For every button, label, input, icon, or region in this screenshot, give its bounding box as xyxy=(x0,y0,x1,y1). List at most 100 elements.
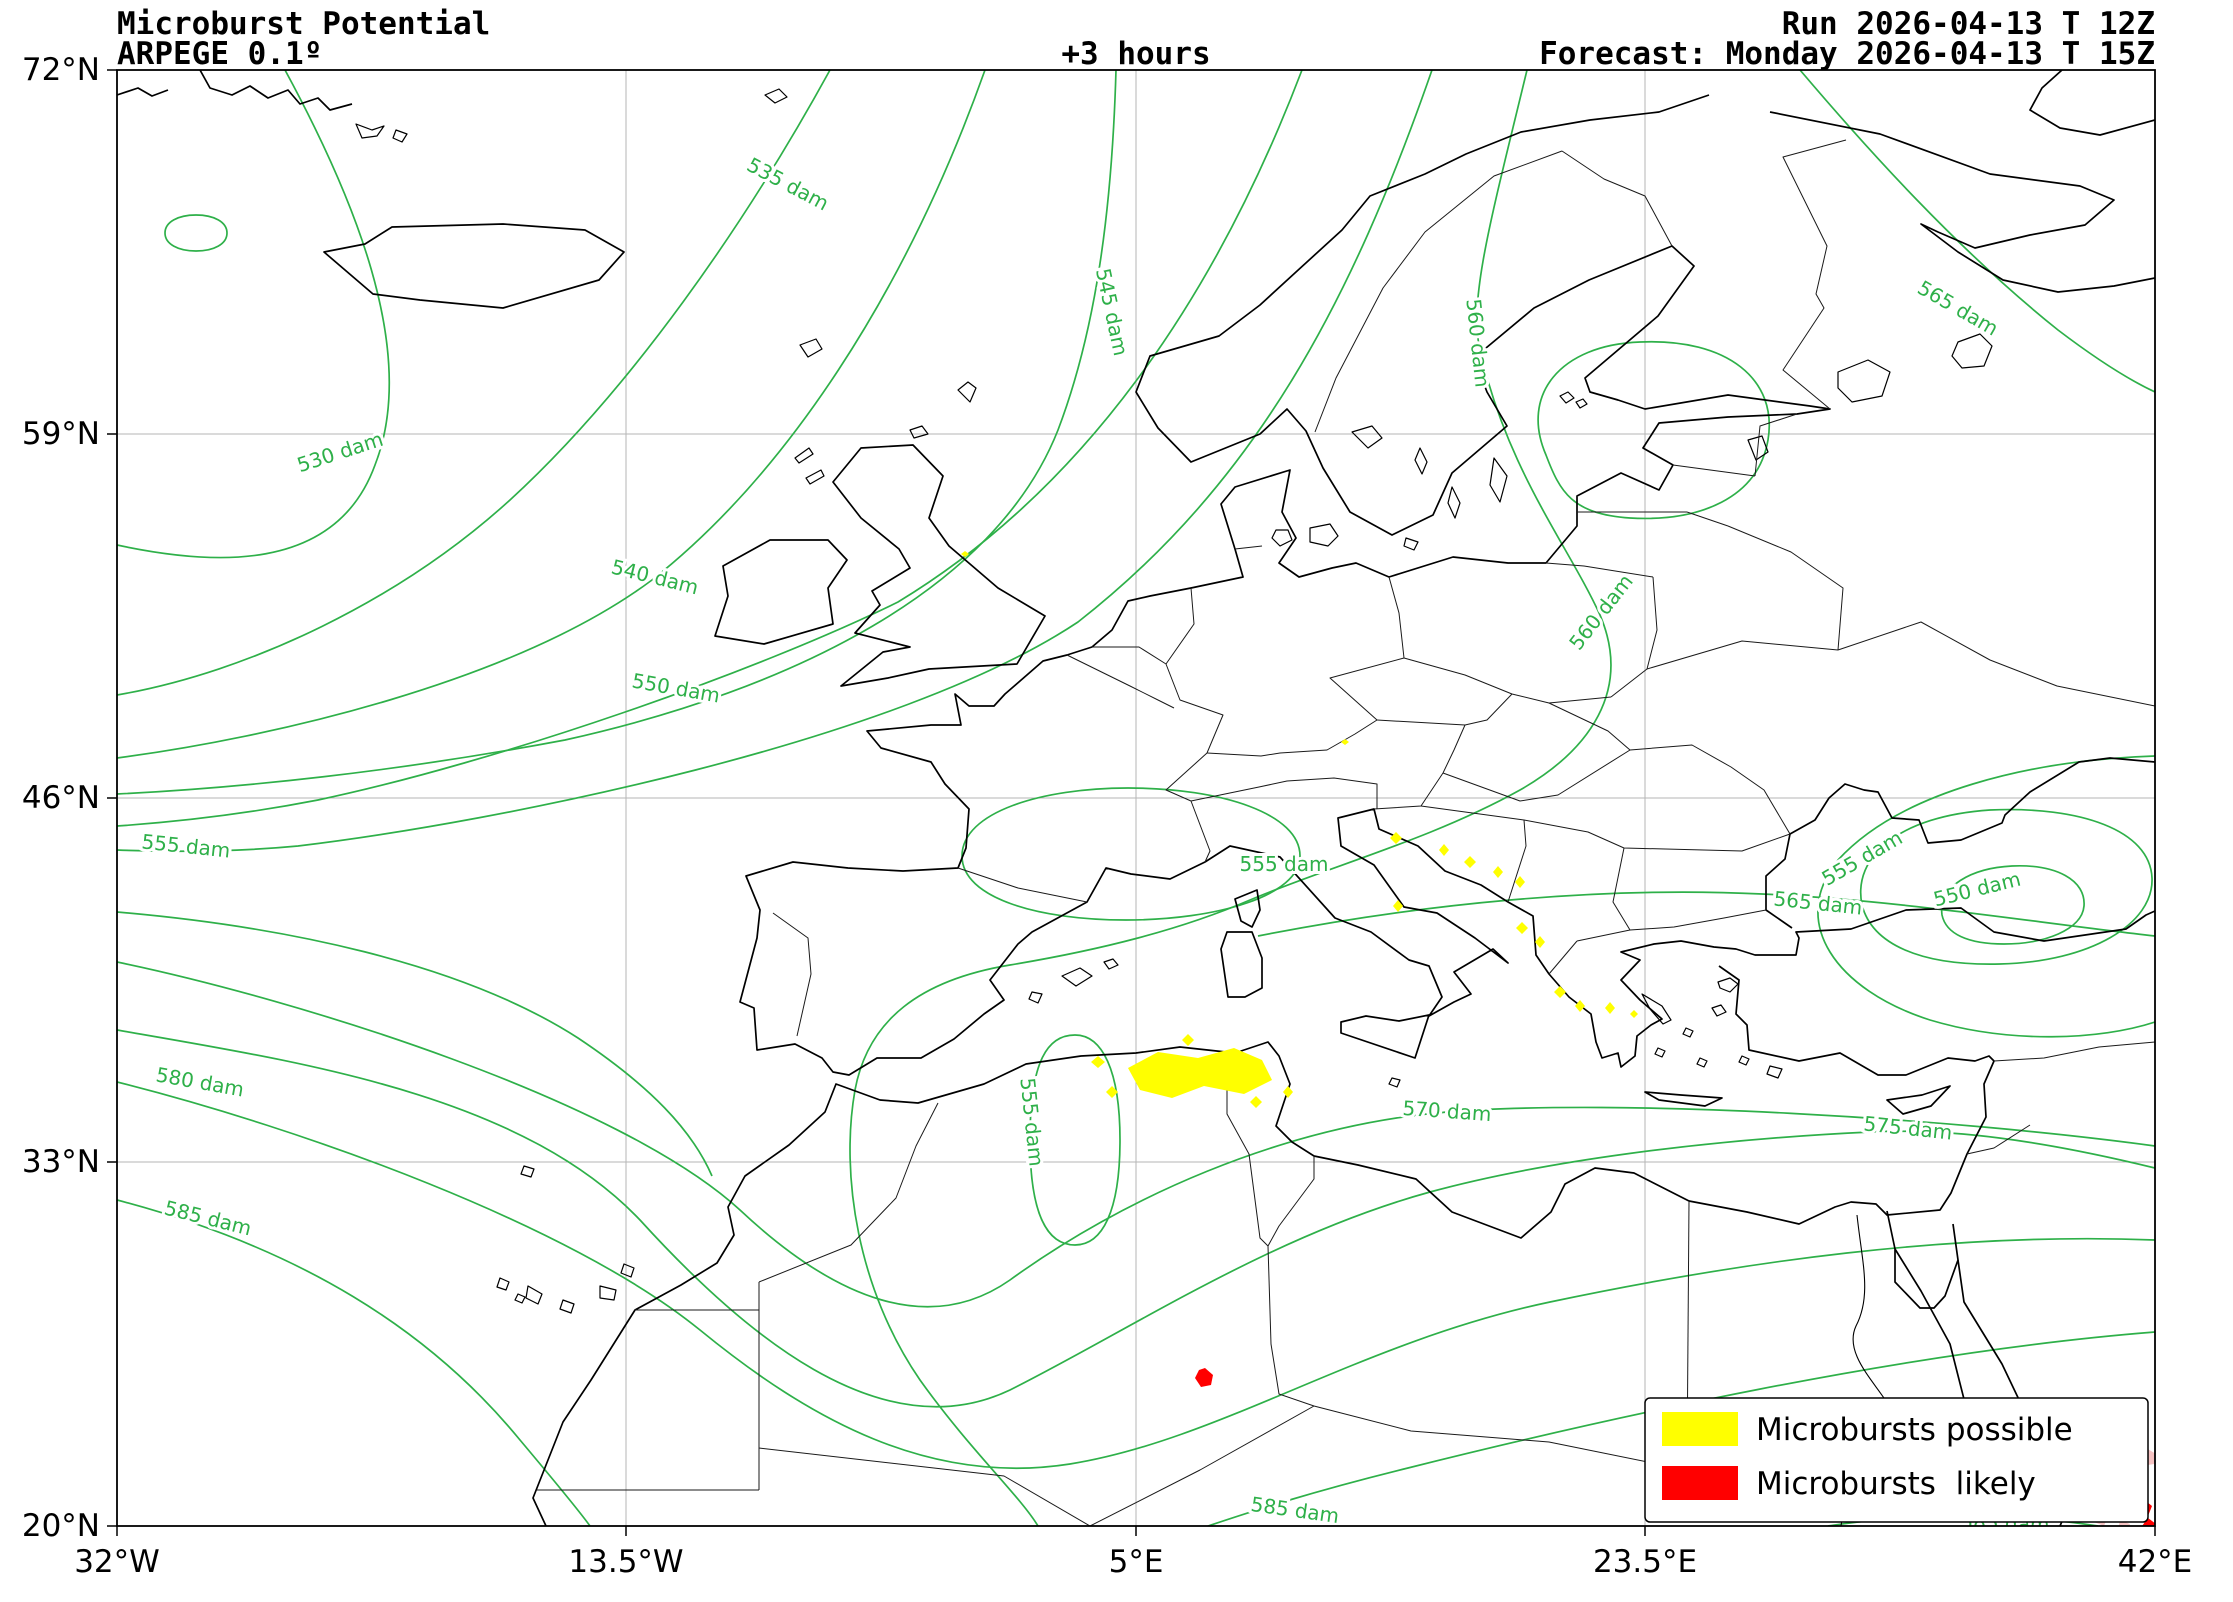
border-line xyxy=(1066,654,1175,709)
legend-label-likely: Microbursts likely xyxy=(1756,1466,2036,1502)
border-line xyxy=(1782,139,1847,410)
lat-tick-label: 20°N xyxy=(22,1508,100,1544)
border-line xyxy=(1206,719,1378,757)
contour-555-blacksea xyxy=(1859,808,2153,965)
border-line xyxy=(1165,587,1195,665)
contour-560-blacksea xyxy=(1817,755,2155,1038)
island-sardinia xyxy=(1220,931,1263,998)
border-line xyxy=(1837,621,2155,707)
contour-570 xyxy=(117,961,2155,1308)
coastline-greenland-fragment xyxy=(199,70,353,111)
map-legend: Microbursts possible Microbursts likely xyxy=(1644,1397,2149,1523)
border-line xyxy=(1329,657,1405,721)
border-line xyxy=(1226,1064,1269,1247)
island-crete xyxy=(1644,1091,1723,1107)
border-line xyxy=(1442,724,1466,774)
lake-vattern xyxy=(1414,447,1428,475)
contour-535 xyxy=(117,70,831,696)
contour-560 xyxy=(849,70,1612,1526)
border-line xyxy=(1089,1405,1315,1526)
border-line xyxy=(1190,777,1378,809)
contour-530-inner xyxy=(164,214,228,252)
contour-555-south xyxy=(1029,1034,1121,1246)
lon-tick-label: 13.5°W xyxy=(568,1544,683,1580)
border-line xyxy=(1442,702,1631,802)
microburst-possible-areas xyxy=(961,551,1638,1108)
contour-575 xyxy=(117,1029,2155,1408)
border-line xyxy=(1966,1124,2031,1155)
lead-time-label: +3 hours xyxy=(1061,36,1210,72)
model-label: ARPEGE 0.1º xyxy=(117,36,322,72)
island-specks xyxy=(355,88,1783,1314)
border-line xyxy=(957,867,1088,903)
border-line xyxy=(1754,413,1798,477)
contour-550 xyxy=(117,70,1303,827)
axis-tick-marks xyxy=(107,69,2156,1536)
contour-585-left xyxy=(117,1199,591,1526)
border-line xyxy=(1610,668,1648,698)
border-line xyxy=(1576,847,1631,942)
contour-580 xyxy=(117,1081,2155,1470)
border-line xyxy=(1267,1156,1315,1247)
island-iceland xyxy=(323,223,625,309)
contour-lines xyxy=(117,70,2155,1526)
border-line xyxy=(1672,464,1756,477)
coastline-sinai-suez xyxy=(1886,1210,1959,1309)
border-line xyxy=(1267,1245,1315,1407)
border-line xyxy=(1420,805,1527,903)
contour-555-wmed xyxy=(961,787,1301,921)
forecast-label: Forecast: Monday 2026-04-13 T 15Z xyxy=(1539,36,2155,72)
possible-patch-algeria xyxy=(1128,1048,1272,1098)
coastline-barents-fragment xyxy=(2029,70,2155,136)
border-line xyxy=(758,1447,1091,1526)
border-line xyxy=(1092,646,1167,665)
border-line xyxy=(1686,511,1729,527)
border-line xyxy=(1993,1041,2155,1062)
border-line xyxy=(1629,909,1767,931)
border-line xyxy=(1548,940,1578,975)
lat-tick-label: 59°N xyxy=(22,416,100,452)
contour-545 xyxy=(117,70,1117,795)
island-sicily xyxy=(1340,1014,1430,1059)
lat-tick-label: 46°N xyxy=(22,780,100,816)
island-ireland xyxy=(714,539,848,645)
border-line xyxy=(772,912,812,1037)
contour-565-south xyxy=(1257,891,2155,937)
coastline-anatolia-africa xyxy=(532,965,1995,1526)
border-line xyxy=(758,1102,939,1283)
legend-swatch-likely xyxy=(1662,1466,1738,1500)
run-label: Run 2026-04-13 T 12Z xyxy=(1782,6,2155,42)
lon-tick-label: 32°W xyxy=(74,1544,160,1580)
lon-tick-label: 42°E xyxy=(2118,1544,2193,1580)
page-title: Microburst Potential xyxy=(117,6,490,42)
lake-peipus xyxy=(1747,435,1769,461)
border-line xyxy=(1646,640,1839,670)
legend-swatch-possible xyxy=(1662,1412,1738,1446)
island-great-britain xyxy=(832,444,1046,687)
contour-label: 555 dam xyxy=(1240,852,1329,876)
lake-onega xyxy=(1951,333,1993,369)
legend-box xyxy=(1644,1397,2149,1523)
contour-585-bottom xyxy=(1207,1331,2155,1526)
lon-tick-label: 23.5°E xyxy=(1593,1544,1697,1580)
border-line xyxy=(1313,1405,1688,1471)
latitude-axis: 72°N 59°N 46°N 33°N 20°N xyxy=(22,52,100,1544)
border-line xyxy=(1646,576,1658,670)
lat-tick-label: 72°N xyxy=(22,52,100,88)
legend-label-possible: Microbursts possible xyxy=(1756,1412,2073,1448)
island-corsica xyxy=(1234,889,1261,928)
contour-530 xyxy=(117,70,391,559)
coastline-kola-whitesea xyxy=(1769,111,2155,293)
border-line xyxy=(1727,525,1844,651)
border-line xyxy=(1629,744,1791,835)
longitude-axis: 32°W 13.5°W 5°E 23.5°E 42°E xyxy=(74,1544,2192,1580)
border-line xyxy=(1376,693,1513,726)
lake-vanern xyxy=(1351,425,1383,449)
lon-tick-label: 5°E xyxy=(1109,1544,1164,1580)
coastline-greenland-fragment xyxy=(117,87,169,97)
lake-ladoga xyxy=(1837,359,1891,403)
contour-565-west xyxy=(117,911,713,1177)
contour-540 xyxy=(117,70,986,759)
